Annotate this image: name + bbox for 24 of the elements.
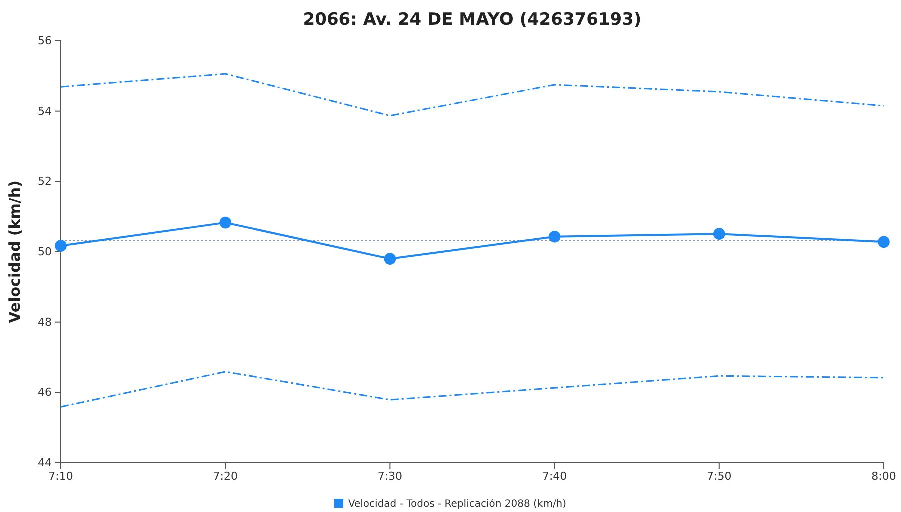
y-axis-title: Velocidad (km/h): [6, 180, 24, 324]
y-tick-label: 50: [38, 246, 52, 259]
y-tick-label: 48: [38, 316, 52, 329]
x-tick-label: 8:00: [872, 470, 896, 483]
point: [713, 228, 726, 240]
x-tick-label: 7:10: [48, 470, 74, 483]
chart-title: 2066: Av. 24 DE MAYO (426376193): [303, 10, 642, 30]
y-tick-label: 54: [38, 104, 52, 118]
x-tick-label: 7:40: [542, 470, 568, 483]
line-series: [60, 371, 885, 408]
point: [220, 216, 232, 229]
y-tick-label: 56: [38, 34, 52, 48]
x-tick-label: 7:30: [378, 470, 403, 483]
y-tick-label: 44: [38, 456, 52, 470]
y-tick-label: 46: [38, 386, 52, 400]
point: [548, 230, 561, 243]
point: [878, 236, 890, 248]
point: [384, 253, 396, 265]
legend-label: Velocidad - Todos - Replicación 2088 (km/h): [348, 499, 567, 510]
x-tick-label: 7:20: [213, 470, 238, 483]
y-tick-label: 52: [38, 175, 52, 188]
point: [55, 240, 67, 252]
line-series: [60, 73, 885, 117]
x-tick-label: 7:50: [707, 470, 732, 483]
